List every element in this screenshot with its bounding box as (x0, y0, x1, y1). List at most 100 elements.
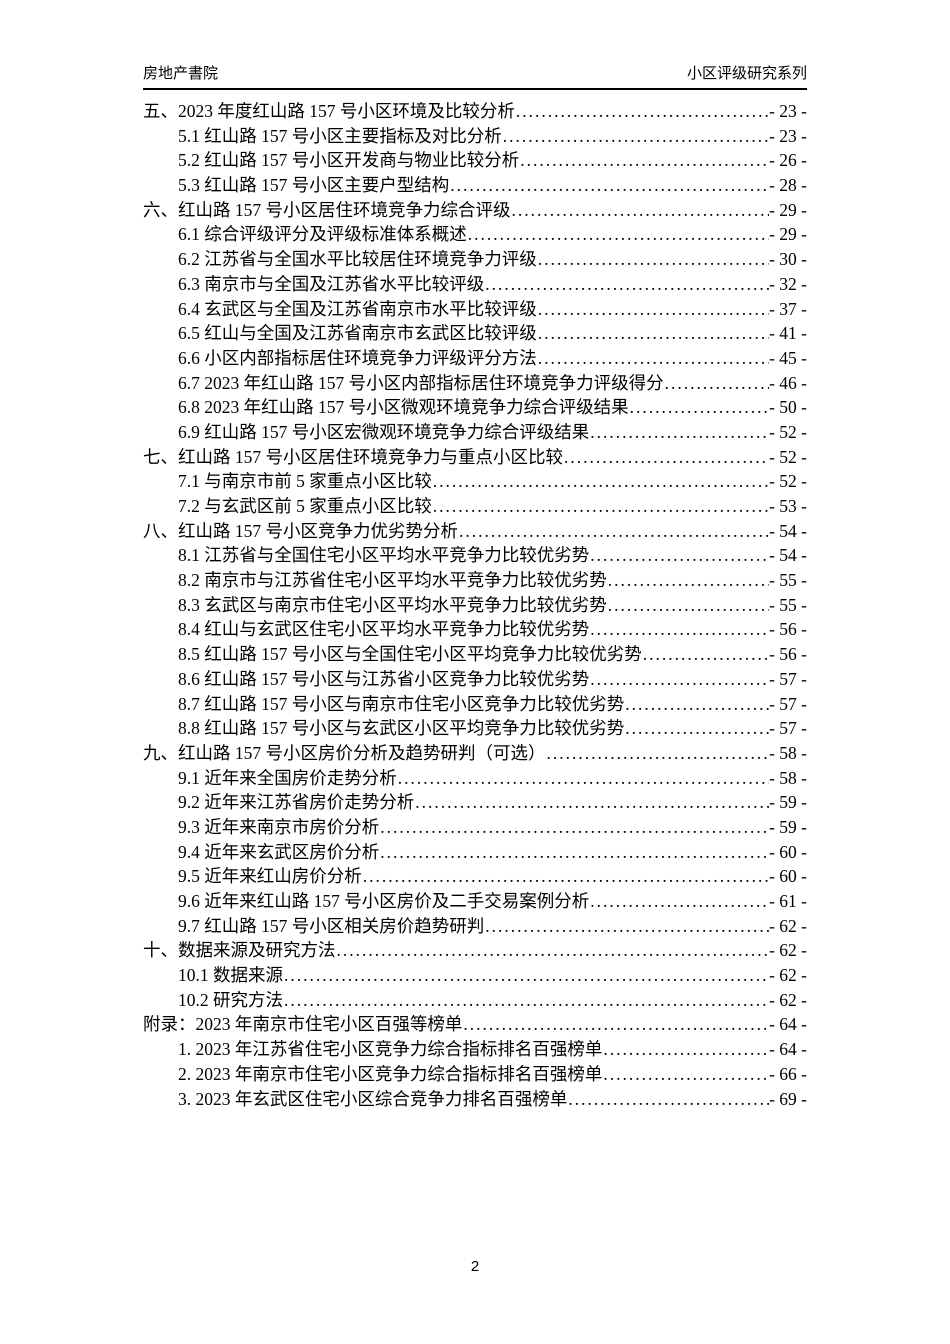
toc-entry[interactable]: 6.2 江苏省与全国水平比较居住环境竞争力评级.................… (143, 247, 807, 272)
toc-entry[interactable]: 9.7 红山路 157 号小区相关房价趋势研判.................… (143, 914, 807, 939)
toc-entry[interactable]: 8.2 南京市与江苏省住宅小区平均水平竞争力比较优劣势.............… (143, 568, 807, 593)
toc-entry-label: 9.5 近年来红山房价分析 (178, 866, 362, 887)
toc-entry[interactable]: 八、红山路 157 号小区竞争力优劣势分析...................… (143, 519, 807, 544)
toc-entry-page: - 56 - (769, 619, 807, 640)
toc-entry[interactable]: 6.1 综合评级评分及评级标准体系概述.....................… (143, 222, 807, 247)
toc-entry[interactable]: 8.6 红山路 157 号小区与江苏省小区竞争力比较优劣势...........… (143, 667, 807, 692)
toc-dot-leader: ........................................… (432, 496, 769, 516)
toc-dot-leader: ........................................… (568, 1088, 769, 1109)
toc-entry-label: 6.1 综合评级评分及评级标准体系概述 (178, 224, 467, 245)
toc-dot-leader: ........................................… (607, 570, 769, 591)
toc-dot-leader: ........................................… (397, 767, 769, 788)
toc-entry[interactable]: 9.4 近年来玄武区房价分析..........................… (143, 840, 807, 865)
toc-entry-label: 6.8 2023 年红山路 157 号小区微观环境竞争力综合评级结果 (178, 397, 629, 418)
toc-entry-label: 八、红山路 157 号小区竞争力优劣势分析 (143, 520, 458, 541)
toc-entry-label: 6.4 玄武区与全国及江苏省南京市水平比较评级 (178, 298, 537, 319)
toc-entry[interactable]: 8.5 红山路 157 号小区与全国住宅小区平均竞争力比较优劣势........… (143, 642, 807, 667)
toc-entry[interactable]: 8.8 红山路 157 号小区与玄武区小区平均竞争力比较优劣势.........… (143, 716, 807, 741)
toc-entry[interactable]: 2. 2023 年南京市住宅小区竞争力综合指标排名百强榜单...........… (143, 1062, 807, 1087)
toc-dot-leader: ........................................… (537, 298, 770, 319)
toc-dot-leader: ........................................… (590, 891, 769, 911)
toc-entry-page: - 53 - (769, 496, 807, 516)
toc-entry[interactable]: 8.7 红山路 157 号小区与南京市住宅小区竞争力比较优劣势.........… (143, 692, 807, 717)
toc-entry[interactable]: 9.2 近年来江苏省房价走势分析........................… (143, 790, 807, 815)
toc-entry[interactable]: 10.2 研究方法...............................… (143, 988, 807, 1013)
toc-entry[interactable]: 6.5 红山与全国及江苏省南京市玄武区比较评级.................… (143, 321, 807, 346)
header-left-title: 房地产書院 (143, 65, 219, 82)
toc-entry-page: - 58 - (769, 742, 807, 763)
toc-entry[interactable]: 9.1 近年来全国房价走势分析.........................… (143, 766, 807, 791)
toc-entry-label: 六、红山路 157 号小区居住环境竞争力综合评级 (143, 199, 511, 220)
toc-entry[interactable]: 6.6 小区内部指标居住环境竞争力评级评分方法.................… (143, 346, 807, 371)
toc-dot-leader: ........................................… (520, 150, 769, 171)
toc-entry[interactable]: 1. 2023 年江苏省住宅小区竞争力综合指标排名百强榜单...........… (143, 1037, 807, 1062)
toc-entry[interactable]: 5.2 红山路 157 号小区开发商与物业比较分析...............… (143, 148, 807, 173)
toc-entry[interactable]: 附录：2023 年南京市住宅小区百强等榜单...................… (143, 1012, 807, 1037)
toc-entry[interactable]: 5.1 红山路 157 号小区主要指标及对比分析................… (143, 124, 807, 149)
toc-entry-page: - 62 - (769, 915, 807, 936)
toc-entry-page: - 55 - (769, 594, 807, 615)
toc-entry-label: 6.6 小区内部指标居住环境竞争力评级评分方法 (178, 347, 537, 368)
toc-entry-page: - 37 - (769, 298, 807, 319)
toc-dot-leader: ........................................… (336, 940, 770, 961)
toc-dot-leader: ........................................… (284, 965, 769, 986)
toc-entry-page: - 62 - (769, 940, 807, 961)
toc-dot-leader: ........................................… (485, 273, 769, 294)
toc-entry[interactable]: 8.4 红山与玄武区住宅小区平均水平竞争力比较优劣势..............… (143, 617, 807, 642)
toc-dot-leader: ........................................… (415, 792, 770, 813)
toc-dot-leader: ........................................… (515, 101, 769, 121)
toc-entry[interactable]: 8.1 江苏省与全国住宅小区平均水平竞争力比较优劣势..............… (143, 543, 807, 568)
toc-entry-page: - 41 - (769, 323, 807, 344)
toc-dot-leader: ........................................… (537, 323, 770, 344)
toc-entry[interactable]: 10.1 数据来源...............................… (143, 963, 807, 988)
toc-entry-label: 10.1 数据来源 (178, 965, 283, 986)
toc-entry[interactable]: 6.7 2023 年红山路 157 号小区内部指标居住环境竞争力评级得分....… (143, 371, 807, 396)
toc-dot-leader: ........................................… (380, 841, 770, 862)
toc-entry-page: - 29 - (769, 224, 807, 245)
toc-entry-label: 3. 2023 年玄武区住宅小区综合竞争力排名百强榜单 (178, 1088, 568, 1109)
toc-entry-page: - 45 - (769, 347, 807, 368)
toc-entry-page: - 61 - (769, 891, 807, 911)
toc-entry[interactable]: 7.2 与玄武区前 5 家重点小区比较.....................… (143, 494, 807, 519)
toc-entry-page: - 59 - (769, 816, 807, 837)
toc-entry-page: - 23 - (769, 101, 807, 121)
header-right-title: 小区评级研究系列 (686, 65, 807, 82)
table-of-contents: 五、2023 年度红山路 157 号小区环境及比较分析.............… (143, 99, 807, 1111)
toc-entry[interactable]: 9.5 近年来红山房价分析...........................… (143, 864, 807, 889)
toc-dot-leader: ........................................… (485, 915, 769, 936)
toc-entry-label: 9.4 近年来玄武区房价分析 (178, 841, 380, 862)
toc-entry[interactable]: 9.3 近年来南京市房价分析..........................… (143, 815, 807, 840)
toc-entry-label: 6.3 南京市与全国及江苏省水平比较评级 (178, 273, 485, 294)
toc-dot-leader: ........................................… (564, 446, 769, 467)
toc-entry[interactable]: 六、红山路 157 号小区居住环境竞争力综合评级................… (143, 198, 807, 223)
toc-dot-leader: ........................................… (590, 545, 769, 566)
toc-dot-leader: ........................................… (502, 125, 769, 146)
toc-entry[interactable]: 6.4 玄武区与全国及江苏省南京市水平比较评级.................… (143, 297, 807, 322)
toc-entry-page: - 50 - (769, 397, 807, 418)
toc-entry-label: 9.3 近年来南京市房价分析 (178, 816, 380, 837)
toc-entry-label: 8.2 南京市与江苏省住宅小区平均水平竞争力比较优劣势 (178, 570, 607, 591)
toc-entry-label: 8.3 玄武区与南京市住宅小区平均水平竞争力比较优劣势 (178, 594, 607, 615)
toc-entry[interactable]: 6.8 2023 年红山路 157 号小区微观环境竞争力综合评级结果......… (143, 395, 807, 420)
toc-entry[interactable]: 7.1 与南京市前 5 家重点小区比较.....................… (143, 469, 807, 494)
toc-entry-label: 七、红山路 157 号小区居住环境竞争力与重点小区比较 (143, 446, 563, 467)
toc-entry-label: 附录：2023 年南京市住宅小区百强等榜单 (143, 1014, 463, 1035)
toc-entry[interactable]: 3. 2023 年玄武区住宅小区综合竞争力排名百强榜单.............… (143, 1087, 807, 1112)
toc-entry[interactable]: 9.6 近年来红山路 157 号小区房价及二手交易案例分析...........… (143, 889, 807, 914)
toc-entry[interactable]: 九、红山路 157 号小区房价分析及趋势研判（可选）..............… (143, 741, 807, 766)
toc-entry[interactable]: 5.3 红山路 157 号小区主要户型结构...................… (143, 173, 807, 198)
toc-entry[interactable]: 五、2023 年度红山路 157 号小区环境及比较分析.............… (143, 99, 807, 124)
toc-entry-page: - 26 - (769, 150, 807, 171)
toc-entry[interactable]: 七、红山路 157 号小区居住环境竞争力与重点小区比较.............… (143, 445, 807, 470)
toc-entry[interactable]: 十、数据来源及研究方法.............................… (143, 938, 807, 963)
toc-entry[interactable]: 6.3 南京市与全国及江苏省水平比较评级....................… (143, 272, 807, 297)
toc-entry[interactable]: 8.3 玄武区与南京市住宅小区平均水平竞争力比较优劣势.............… (143, 593, 807, 618)
toc-entry-label: 6.2 江苏省与全国水平比较居住环境竞争力评级 (178, 249, 537, 270)
toc-entry-page: - 54 - (769, 520, 807, 541)
toc-dot-leader: ........................................… (625, 693, 769, 714)
toc-entry[interactable]: 6.9 红山路 157 号小区宏微观环境竞争力综合评级结果...........… (143, 420, 807, 445)
toc-entry-page: - 59 - (769, 792, 807, 813)
toc-entry-page: - 62 - (769, 965, 807, 986)
toc-entry-label: 8.5 红山路 157 号小区与全国住宅小区平均竞争力比较优劣势 (178, 644, 642, 665)
